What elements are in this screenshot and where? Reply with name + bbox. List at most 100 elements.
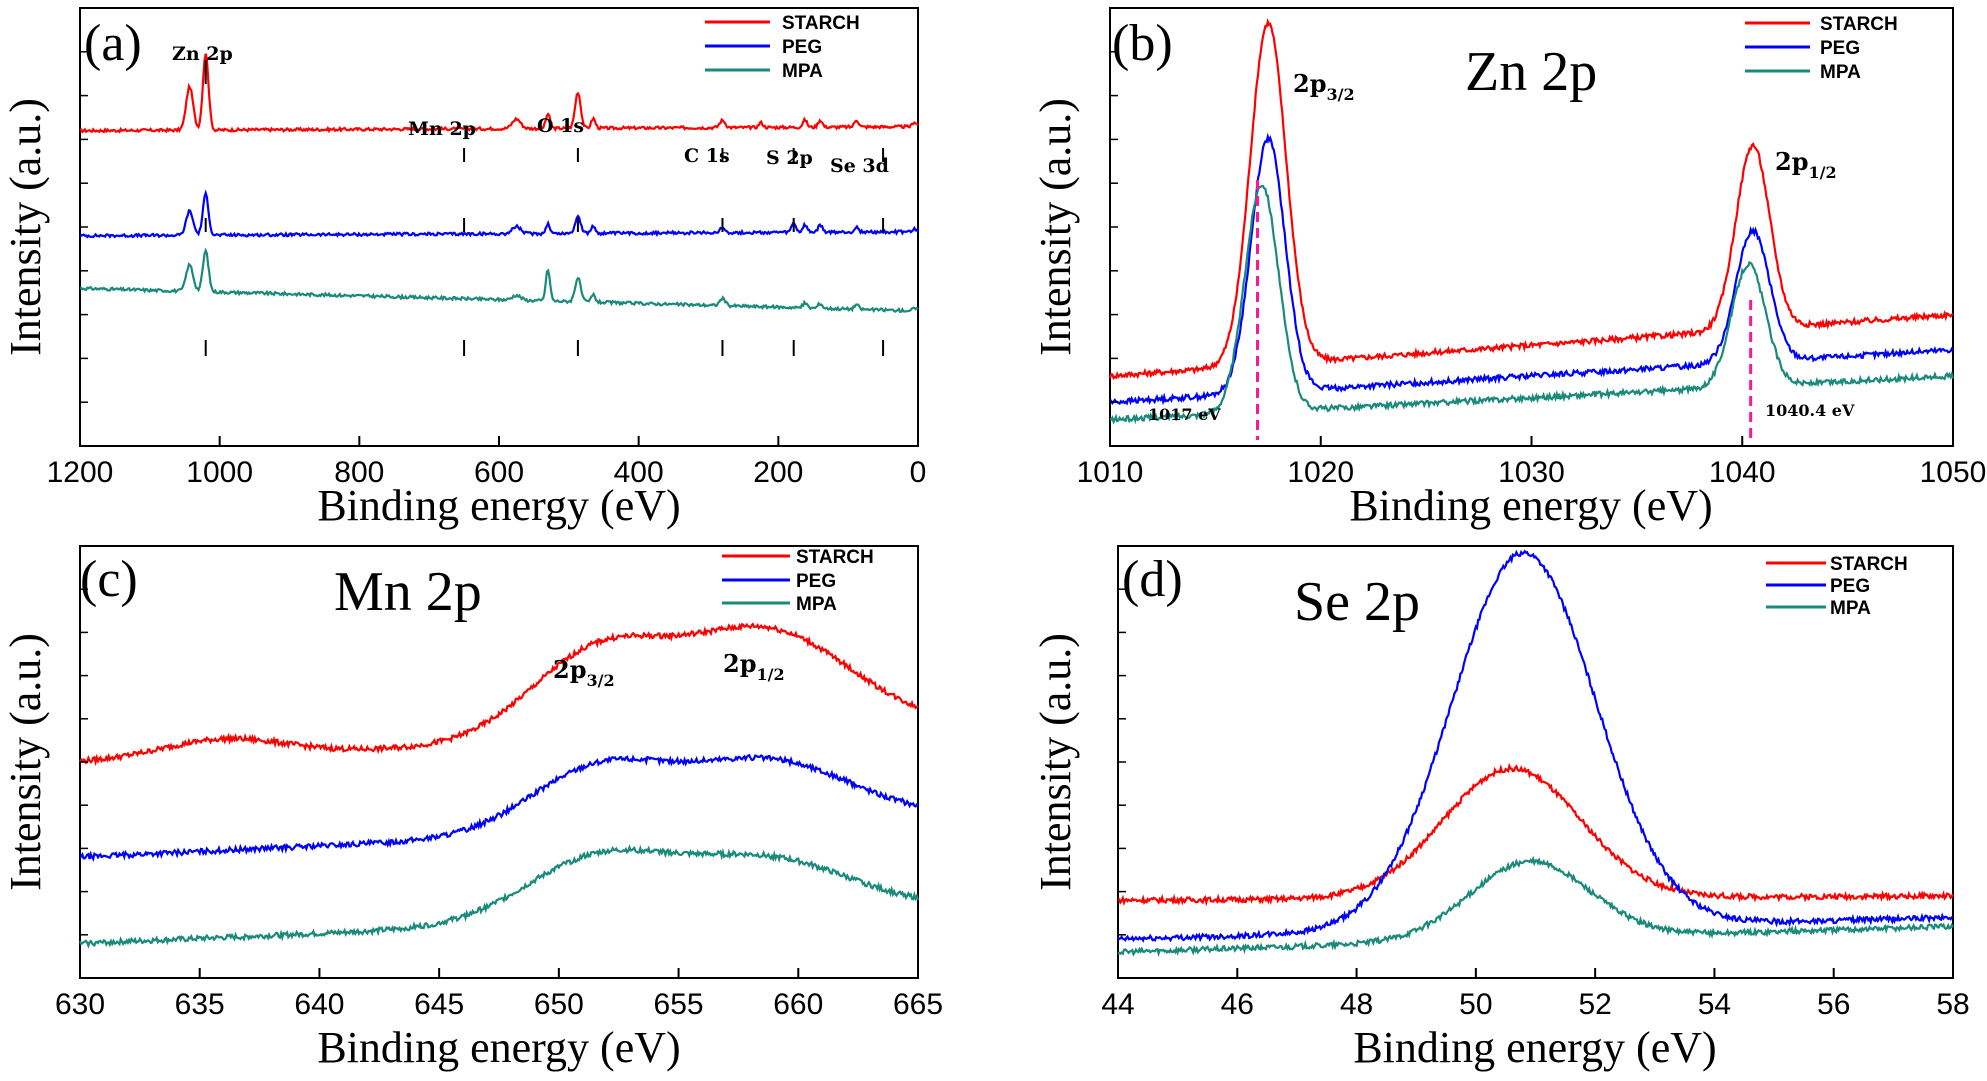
series-line-mpa	[1109, 184, 1955, 425]
x-tick-label: 660	[773, 988, 823, 1021]
x-tick-label: 665	[893, 988, 943, 1021]
peak-label-c-2p12-sub: 1/2	[756, 665, 784, 684]
panel-c-title: Mn 2p	[334, 561, 482, 623]
panel-a-legend: STARCH PEG MPA	[705, 13, 860, 82]
series-line-starch	[79, 53, 919, 134]
peak-label-b-2p32-main: 2p	[1293, 69, 1326, 98]
x-tick-label: 1050	[1920, 456, 1987, 489]
panel-a-annotations: Zn 2p Mn 2p O 1s C 1s S 2p Se 3d	[172, 43, 889, 177]
panel-a-x-axis-label: Binding energy (eV)	[317, 481, 680, 530]
x-tick-label: 44	[1101, 988, 1134, 1021]
peak-label-c-2p12-main: 2p	[723, 649, 756, 678]
x-tick-label: 1200	[47, 456, 114, 489]
panel-a-series	[79, 53, 919, 314]
panel-d-y-axis-label: Intensity (a.u.)	[1031, 633, 1080, 891]
panel-d-x-ticks: 44 46 48 50 52 54 56 58	[1101, 968, 1970, 1021]
x-tick-label: 52	[1578, 988, 1611, 1021]
panel-a-y-ticks	[80, 51, 88, 403]
panel-a-y-axis-label: Intensity (a.u.)	[1, 98, 50, 356]
legend-b-starch-label: STARCH	[1820, 14, 1898, 35]
panel-b-title: Zn 2p	[1465, 41, 1597, 103]
legend-c-starch-label: STARCH	[796, 547, 874, 568]
peak-label-c-2p32-sub: 3/2	[586, 671, 614, 690]
panel-c-legend: STARCH PEG MPA	[722, 547, 874, 615]
legend-d-mpa-label: MPA	[1830, 598, 1871, 619]
panel-d-title: Se 2p	[1294, 571, 1420, 633]
x-tick-label: 630	[55, 988, 105, 1021]
panel-a-peak-markers	[204, 60, 885, 356]
peak-label-c-2p32: 2p3/2	[553, 655, 615, 690]
ref-label-1017: 1017 eV	[1148, 405, 1221, 424]
legend-c-mpa-label: MPA	[796, 594, 837, 615]
panel-d-legend: STARCH PEG MPA	[1766, 554, 1908, 619]
x-tick-label: 800	[334, 456, 384, 489]
peak-label-b-2p12-sub: 1/2	[1808, 163, 1836, 182]
peak-label-b-2p32: 2p3/2	[1293, 69, 1355, 104]
x-tick-label: 0	[910, 456, 927, 489]
panel-d-letter: (d)	[1122, 551, 1183, 608]
peak-label-c-2p32-main: 2p	[553, 655, 586, 684]
series-line-mpa	[79, 247, 919, 314]
panel-b-letter: (b)	[1112, 15, 1173, 72]
x-tick-label: 46	[1221, 988, 1254, 1021]
peak-label-b-2p32-sub: 3/2	[1326, 85, 1354, 104]
panel-a-x-ticks: 1200 1000 800 600 400 200 0	[47, 436, 927, 489]
panel-a-letter: (a)	[84, 15, 142, 72]
x-tick-label: 400	[614, 456, 664, 489]
annotation-s-2p: S 2p	[766, 147, 813, 169]
legend-d-starch-label: STARCH	[1830, 554, 1908, 575]
x-tick-label: 1010	[1077, 456, 1144, 489]
annotation-c-1s: C 1s	[684, 145, 730, 167]
panel-c-y-axis-label: Intensity (a.u.)	[1, 633, 50, 891]
panel-c: (c) Mn 2p 630 635 640 645 650 655 660 665 Bindi…	[1, 545, 943, 1072]
panel-d-y-ticks	[1118, 588, 1126, 936]
panel-d-frame	[1117, 545, 1954, 979]
legend-a-peg-label: PEG	[782, 37, 822, 58]
series-line-starch	[1117, 762, 1954, 907]
x-tick-label: 1000	[186, 456, 253, 489]
panel-c-series	[79, 622, 920, 949]
x-tick-label: 645	[414, 988, 464, 1021]
x-tick-label: 600	[474, 456, 524, 489]
series-line-starch	[1108, 17, 1954, 380]
series-line-peg	[1117, 549, 1953, 943]
panel-b-y-ticks	[1110, 51, 1118, 403]
x-tick-label: 650	[534, 988, 584, 1021]
legend-b-peg-label: PEG	[1820, 38, 1860, 59]
x-tick-label: 58	[1936, 988, 1969, 1021]
annotation-o-1s: O 1s	[537, 115, 584, 137]
annotation-se-3d: Se 3d	[830, 155, 889, 177]
x-tick-label: 655	[654, 988, 704, 1021]
panel-c-y-ticks	[80, 588, 88, 936]
panel-c-x-axis-label: Binding energy (eV)	[317, 1023, 680, 1072]
legend-a-mpa-label: MPA	[782, 61, 823, 82]
peak-label-b-2p12-main: 2p	[1775, 147, 1808, 176]
panel-c-x-ticks: 630 635 640 645 650 655 660 665	[55, 968, 943, 1021]
panel-b-reference-lines	[1256, 180, 1753, 440]
panel-b-x-axis-label: Binding energy (eV)	[1349, 481, 1712, 530]
x-tick-label: 1020	[1287, 456, 1354, 489]
x-tick-label: 1030	[1498, 456, 1565, 489]
ref-label-1040-4: 1040.4 eV	[1765, 401, 1855, 420]
peak-label-b-2p12: 2p1/2	[1775, 147, 1837, 182]
x-tick-label: 50	[1459, 988, 1492, 1021]
annotation-zn-2p: Zn 2p	[172, 43, 233, 65]
panel-c-letter: (c)	[80, 551, 138, 608]
x-tick-label: 54	[1698, 988, 1731, 1021]
legend-c-peg-label: PEG	[796, 571, 836, 592]
panel-b: (b) Zn 2p 1010 1020 1030 1040 1050 Binding e…	[1031, 7, 1987, 530]
x-tick-label: 56	[1817, 988, 1850, 1021]
panel-d-x-axis-label: Binding energy (eV)	[1353, 1023, 1716, 1072]
panel-b-peak-labels: 2p3/2 2p1/2	[1293, 69, 1837, 182]
series-line-peg	[79, 189, 919, 239]
series-line-mpa	[79, 844, 920, 949]
panel-c-peak-labels: 2p3/2 2p1/2	[553, 649, 785, 690]
panel-b-legend: STARCH PEG MPA	[1745, 14, 1898, 83]
panel-d-series	[1117, 549, 1954, 958]
series-line-peg	[1109, 132, 1954, 406]
series-line-starch	[79, 622, 919, 767]
x-tick-label: 200	[753, 456, 803, 489]
series-line-mpa	[1117, 855, 1954, 958]
panel-b-x-ticks: 1010 1020 1030 1040 1050	[1077, 436, 1987, 489]
